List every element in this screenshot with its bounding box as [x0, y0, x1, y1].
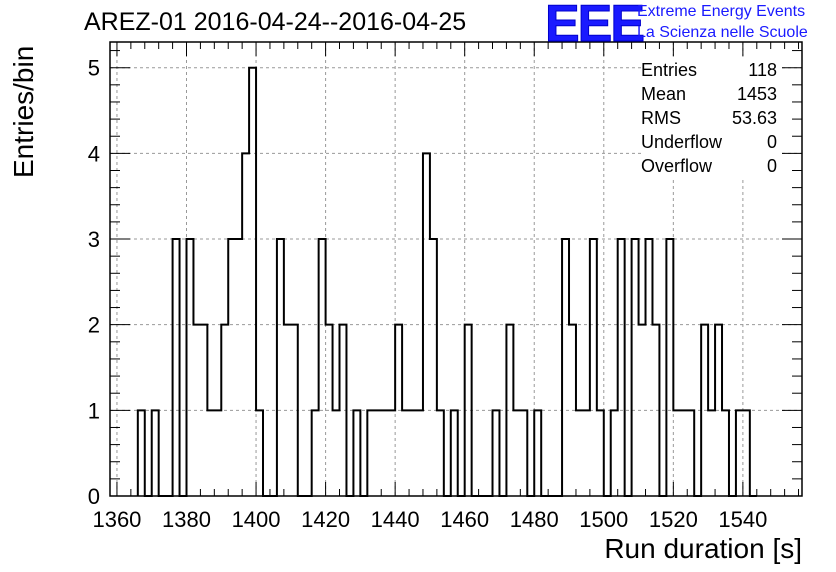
histogram-outline: [136, 66, 757, 497]
x-tick-label: 1400: [232, 507, 281, 532]
x-tick-label: 1480: [510, 507, 559, 532]
y-tick-label: 2: [88, 313, 100, 338]
stat-value: 118: [748, 60, 777, 80]
y-tick-label: 5: [88, 56, 100, 81]
histogram-bars: [136, 66, 757, 497]
logo-line-2: La Scienza nelle Scuole: [637, 24, 808, 41]
chart-title: AREZ-01 2016-04-24--2016-04-25: [84, 8, 467, 36]
logo-line-1: Extreme Energy Events: [637, 3, 806, 20]
stat-label: RMS: [641, 108, 681, 128]
y-tick-label: 3: [88, 227, 100, 252]
stat-value: 0: [766, 132, 777, 152]
x-tick-label: 1520: [649, 507, 698, 532]
axis-ticks: [110, 42, 802, 497]
plot-frame: [109, 41, 803, 497]
y-tick-label: 1: [88, 398, 100, 423]
x-axis-label: Run duration [s]: [604, 533, 802, 564]
x-tick-label: 1440: [371, 507, 420, 532]
x-tick-label: 1420: [301, 507, 350, 532]
x-tick-label: 1360: [92, 507, 141, 532]
stat-row-mean: Mean 1453: [641, 82, 781, 106]
y-tick-label: 4: [88, 141, 100, 166]
stat-row-overflow: Overflow 0: [641, 154, 781, 178]
stat-row-entries: Entries 118: [641, 58, 781, 82]
y-tick-label: 0: [88, 484, 100, 509]
stat-value: 53.63: [731, 108, 777, 128]
stat-value: 0: [766, 156, 777, 176]
eee-logo-mark: EEE: [544, 0, 645, 54]
stat-row-underflow: Underflow 0: [641, 130, 781, 154]
axis-tick-labels: 1360 1380 1400 1420 1440 1460 1480 1500 1520 1540…: [88, 56, 768, 532]
x-tick-label: 1380: [162, 507, 211, 532]
x-tick-label: 1500: [579, 507, 628, 532]
stat-row-rms: RMS 53.63: [641, 106, 781, 130]
stat-label: Underflow: [641, 132, 723, 152]
stat-value: 1453: [736, 84, 777, 104]
x-tick-label: 1540: [718, 507, 767, 532]
stat-label: Overflow: [641, 156, 713, 176]
x-tick-label: 1460: [440, 507, 489, 532]
stat-label: Entries: [641, 60, 698, 80]
stat-label: Mean: [641, 84, 687, 104]
y-axis-label: Entries/bin: [8, 45, 39, 178]
stats-box: Entries 118 Mean 1453 RMS 53.63 Underflo…: [641, 58, 781, 178]
